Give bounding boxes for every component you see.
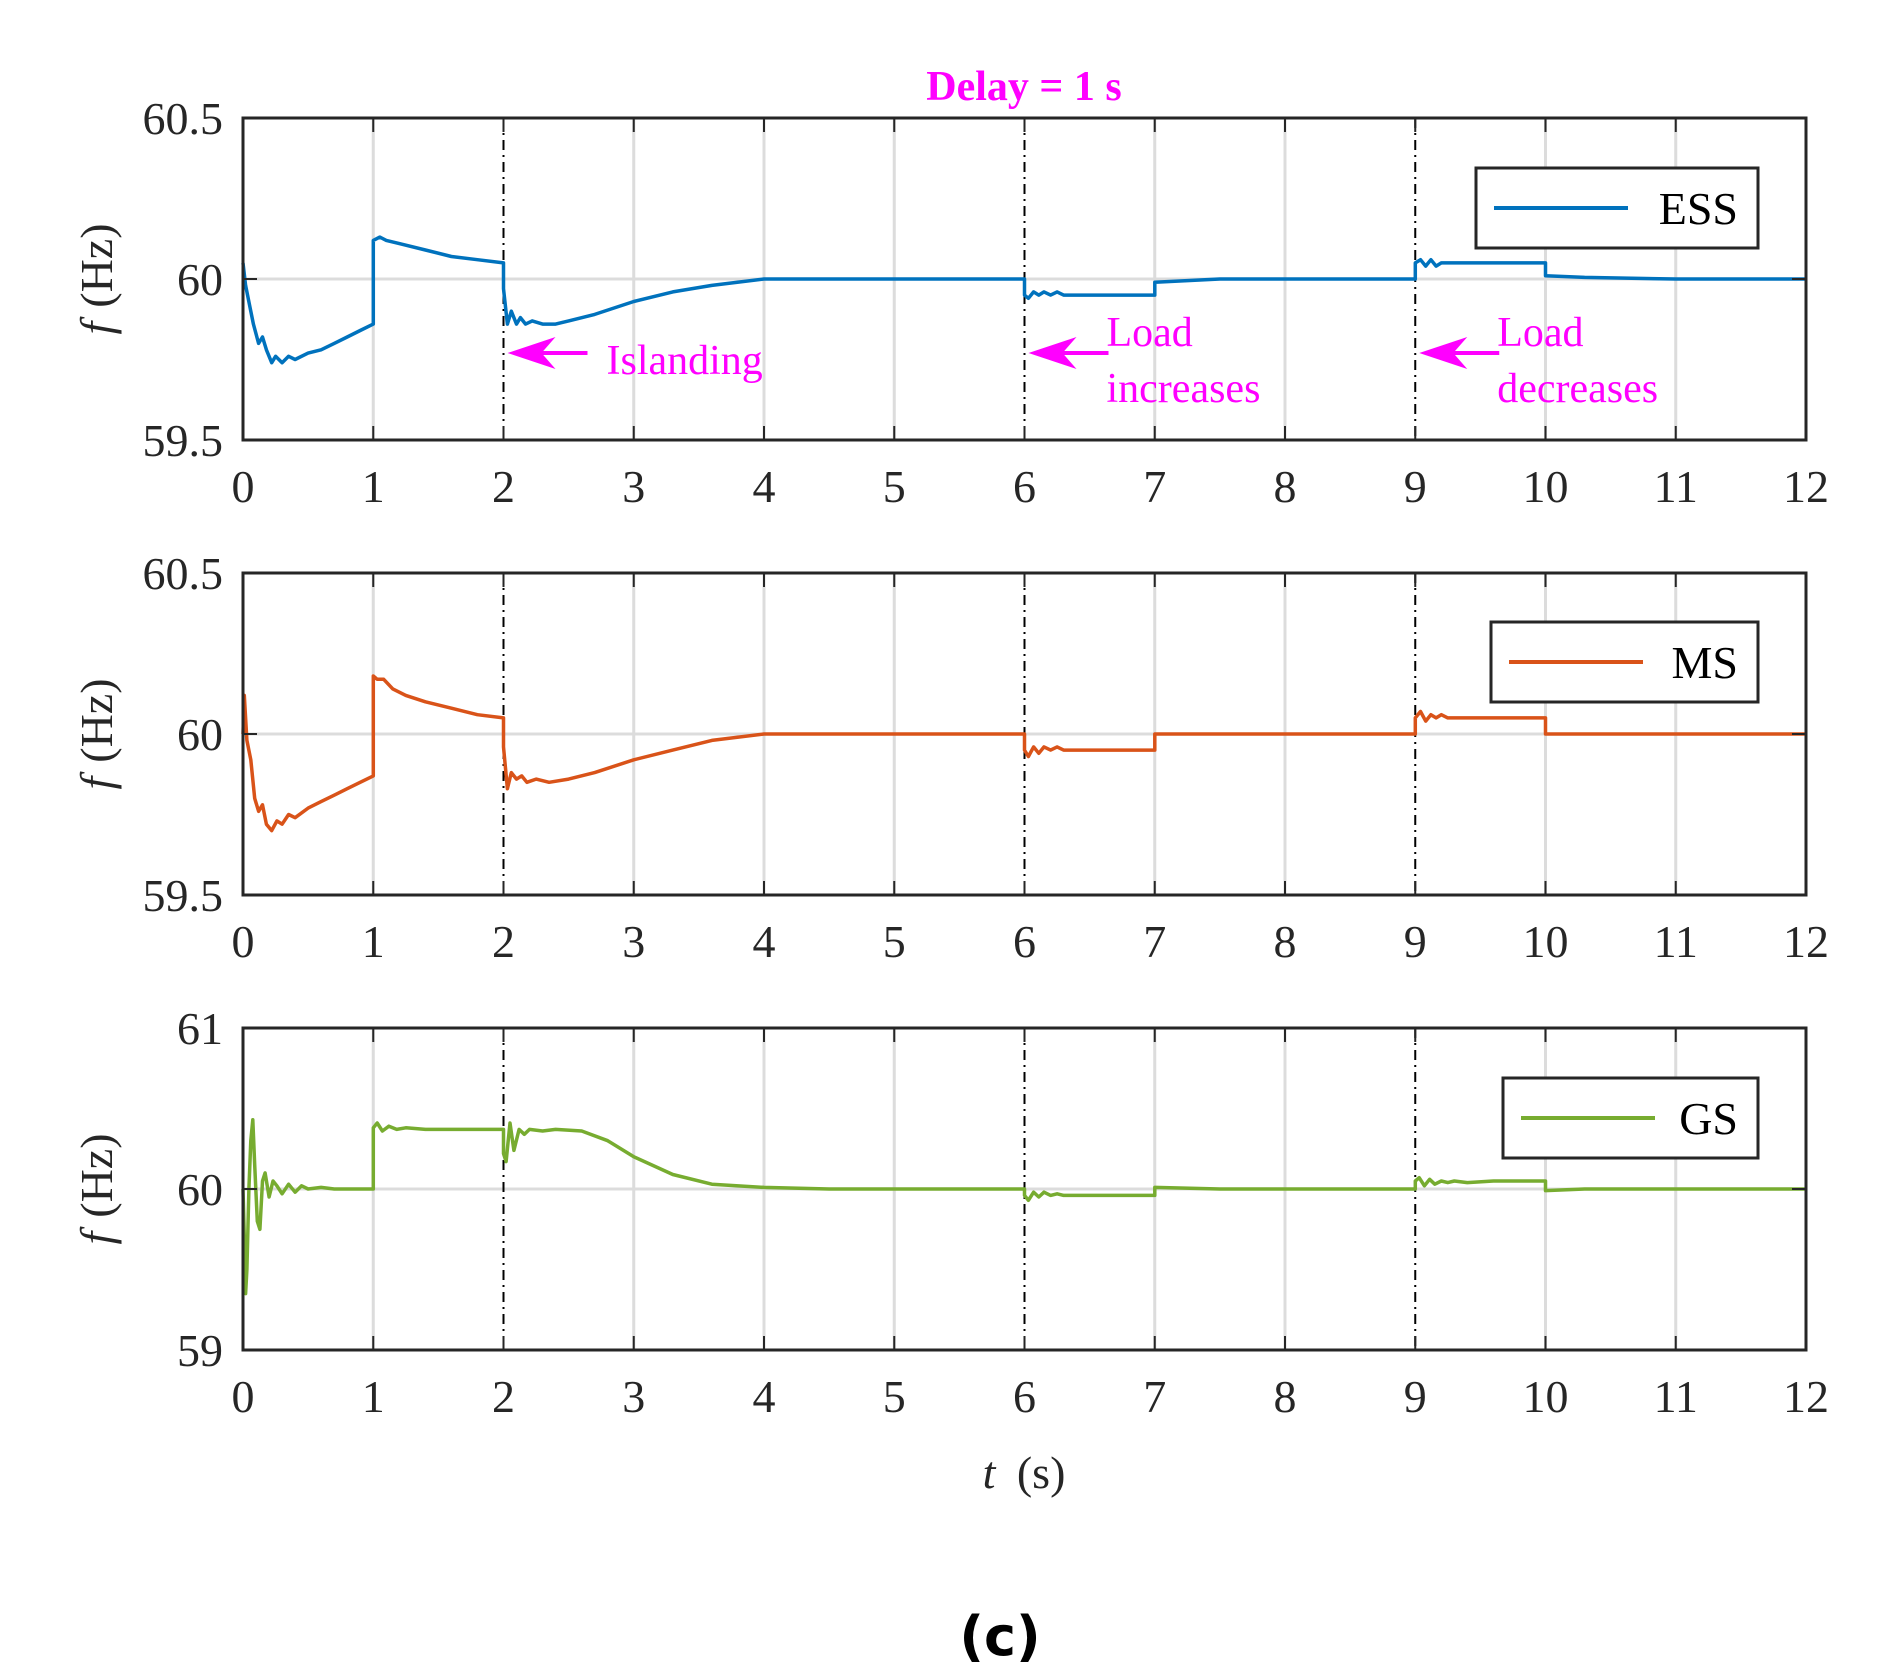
x-tick-label: 5 [883,916,906,967]
y-tick-label: 60 [177,254,223,305]
x-tick-label: 0 [232,916,255,967]
annotation-text: decreases [1497,366,1658,412]
x-tick-label: 3 [622,461,645,512]
x-tick-label: 2 [492,916,515,967]
x-tick-label: 12 [1783,916,1829,967]
annotation-load: Load decreases [1419,310,1658,412]
x-tick-label: 2 [492,1371,515,1422]
x-tick-label: 1 [362,916,385,967]
y-axis-label-unit: (Hz) [71,1133,122,1217]
x-axis-label-symbol: t [983,1447,997,1498]
x-tick-label: 10 [1523,461,1569,512]
y-axis-label-symbol: f [71,316,122,335]
annotation-text: Load [1497,310,1583,356]
x-axis-label-unit: (s) [1017,1447,1066,1498]
y-tick-label: 60.5 [143,548,224,599]
x-tick-label: 11 [1654,1371,1698,1422]
y-axis-label-symbol: f [71,771,122,790]
y-tick-label: 60.5 [143,93,224,144]
annotation-islanding: Islanding [507,337,763,384]
y-axis-label-unit: (Hz) [71,223,122,307]
x-tick-label: 9 [1404,461,1427,512]
y-axis-label: f (Hz) [71,678,122,789]
x-tick-label: 11 [1654,461,1698,512]
x-tick-label: 9 [1404,1371,1427,1422]
x-tick-label: 10 [1523,1371,1569,1422]
x-tick-label: 4 [753,916,776,967]
y-axis-label: f (Hz) [71,223,122,334]
legend-label-ms: MS [1672,637,1738,688]
x-tick-label: 1 [362,461,385,512]
x-tick-label: 11 [1654,916,1698,967]
x-tick-label: 2 [492,461,515,512]
x-tick-label: 8 [1274,1371,1297,1422]
svg-text:t (s): t (s) [983,1447,1066,1498]
x-axis-label: t (s) [983,1447,1066,1498]
y-axis-label-unit: (Hz) [71,678,122,762]
annotation-text: Load [1107,310,1193,356]
x-tick-label: 8 [1274,461,1297,512]
annotation-load: Load increases [1028,310,1261,412]
ess-frequency-panel: 0 1 2 3 4 5 6 7 8 9 10 11 1259.56060.5f(Hz)ESSIsland… [71,93,1829,512]
x-tick-label: 5 [883,1371,906,1422]
series-line-ms [241,674,1806,833]
figure-caption: (c) [959,1605,1040,1668]
x-tick-label: 10 [1523,916,1569,967]
x-tick-label: 12 [1783,461,1829,512]
y-tick-label: 60 [177,709,223,760]
legend-label-ess: ESS [1659,183,1738,234]
chart-title: Delay = 1 s [926,64,1121,110]
legend: GS [1501,1076,1760,1160]
legend: MS [1489,620,1760,704]
x-tick-label: 1 [362,1371,385,1422]
y-tick-label: 60 [177,1164,223,1215]
x-tick-label: 7 [1143,461,1166,512]
x-tick-label: 6 [1013,461,1036,512]
legend-label-gs: GS [1679,1093,1738,1144]
x-tick-label: 6 [1013,1371,1036,1422]
x-tick-label: 4 [753,1371,776,1422]
annotation-text: Islanding [607,338,763,384]
x-tick-label: 3 [622,1371,645,1422]
x-tick-label: 0 [232,1371,255,1422]
y-axis-label-symbol: f [71,1226,122,1245]
x-tick-label: 7 [1143,916,1166,967]
y-tick-label: 59 [177,1325,223,1376]
series-line-gs [241,1118,1806,1296]
annotation-arrow-head [507,337,556,369]
y-tick-label: 59.5 [143,870,224,921]
x-tick-label: 5 [883,461,906,512]
x-tick-label: 4 [753,461,776,512]
x-tick-label: 7 [1143,1371,1166,1422]
x-tick-label: 0 [232,461,255,512]
x-tick-label: 6 [1013,916,1036,967]
y-tick-label: 61 [177,1003,223,1054]
series-line-ess [241,235,1806,365]
x-tick-label: 8 [1274,916,1297,967]
annotation-arrow-head [1419,337,1468,369]
legend: ESS [1474,166,1760,250]
annotation-arrow-head [1028,337,1077,369]
y-axis-label: f (Hz) [71,1133,122,1244]
x-tick-label: 12 [1783,1371,1829,1422]
y-tick-label: 59.5 [143,415,224,466]
x-tick-label: 9 [1404,916,1427,967]
x-tick-label: 3 [622,916,645,967]
annotation-text: increases [1107,366,1261,412]
